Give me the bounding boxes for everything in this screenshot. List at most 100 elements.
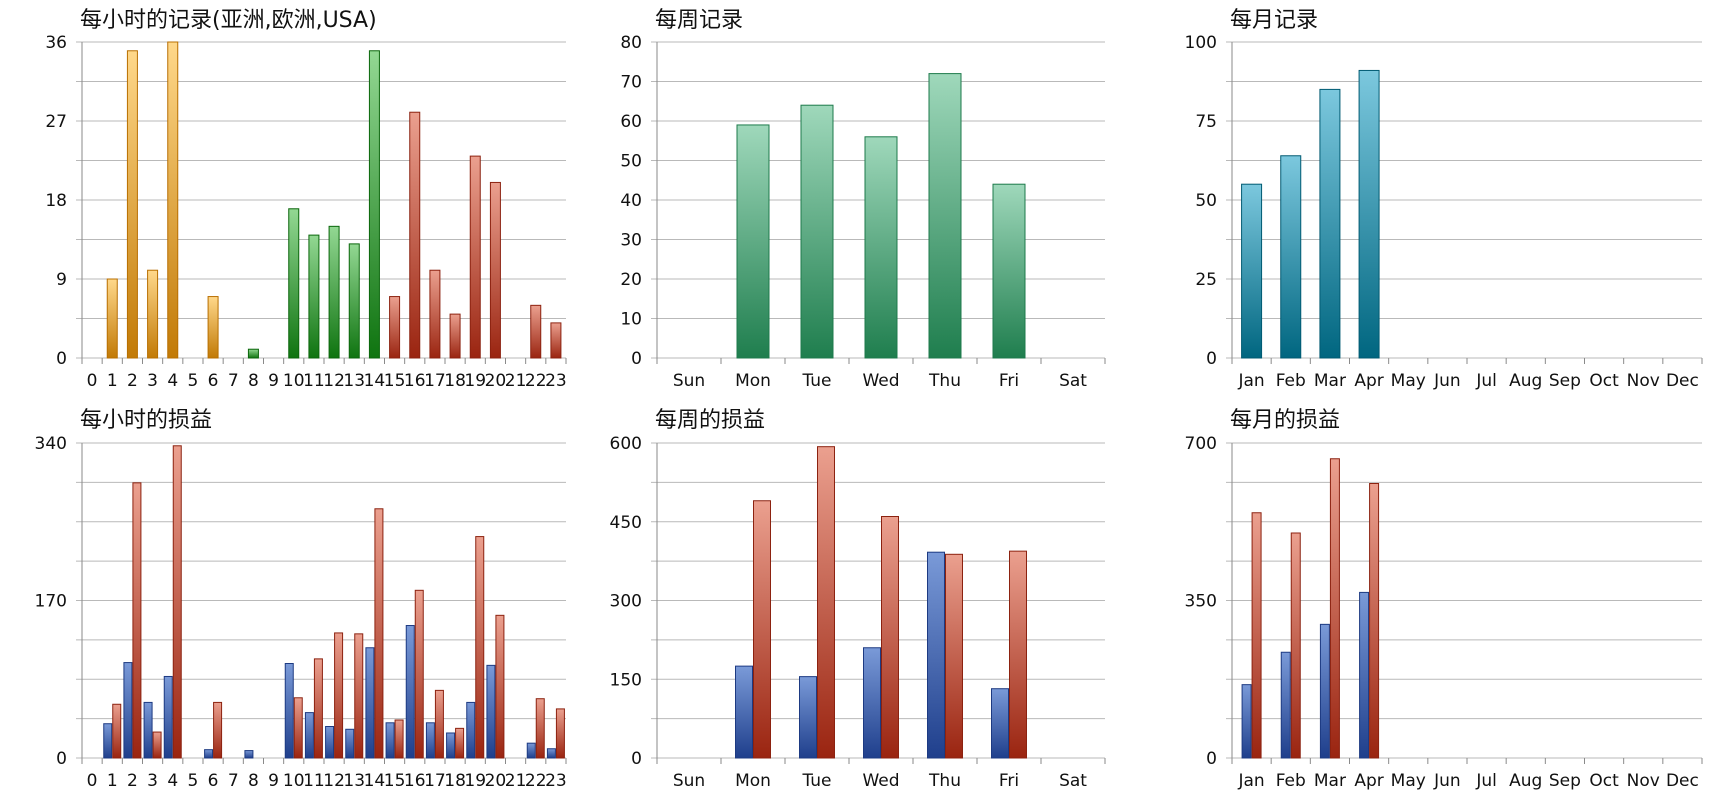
y-tick-label: 0 [1206,749,1217,769]
x-tick-label: 2 [127,771,138,791]
y-tick-label: 36 [45,33,67,53]
blue-bar [204,749,214,759]
y-tick-label: 25 [1195,270,1217,290]
x-tick-label: 21 [505,371,527,391]
blue-bar [927,551,945,759]
blue-bar [405,625,415,759]
chart-title: 每月的损益 [1230,408,1340,433]
bar [308,234,320,359]
y-tick-label: 9 [56,270,67,290]
chart-title: 每周记录 [655,8,743,33]
chart-title: 每月记录 [1230,8,1318,33]
x-tick-label: Nov [1627,371,1660,391]
x-tick-label: 13 [343,371,365,391]
x-tick-label: 15 [384,371,406,391]
x-tick-label: Wed [862,371,899,391]
bar [864,136,898,359]
x-tick-label: May [1391,371,1426,391]
blue-bar [466,701,476,759]
x-tick-label: 7 [228,771,239,791]
x-tick-label: Apr [1354,771,1383,791]
x-tick-label: Feb [1276,371,1306,391]
chart-title: 每周的损益 [655,408,765,433]
y-tick-label: 0 [631,349,642,369]
x-tick-label: 23 [545,771,567,791]
blue-bar [991,688,1009,759]
blue-bar [325,726,335,759]
bar [1358,69,1380,359]
monthly-records-chart: 每月记录 0 25 50 75 100 Jan Feb Mar Apr May Jun Jul Aug S… [1185,8,1703,391]
x-tick-label: 8 [248,371,259,391]
x-tick-label: 4 [167,371,178,391]
bar [530,304,542,359]
bar [147,269,159,359]
x-tick-label: 4 [167,771,178,791]
bar [489,181,501,359]
red-bar [374,508,384,759]
y-tick-label: 450 [610,513,642,533]
bar [389,296,401,359]
red-bar [434,689,444,759]
blue-bar [1280,651,1291,759]
x-tick-label: 14 [364,371,386,391]
x-tick-label: 19 [464,771,486,791]
red-bar [1290,532,1301,759]
blue-bar [799,676,817,759]
bar [368,50,380,359]
blue-bar [446,732,456,759]
x-tick-label: 5 [188,771,199,791]
x-tick-label: Jun [1433,771,1461,791]
red-bar [535,698,545,759]
x-tick-label: 11 [303,371,325,391]
x-tick-label: 12 [323,771,345,791]
red-bar [1369,483,1380,759]
bar [992,183,1026,359]
red-bar [1009,550,1027,759]
x-tick-label: 19 [464,371,486,391]
x-tick-label: 12 [323,371,345,391]
chart-title: 每小时的记录(亚洲,欧洲,USA) [80,8,377,33]
x-tick-label: 0 [87,771,98,791]
x-tick-label: Tue [801,371,831,391]
x-tick-label: 16 [404,771,426,791]
x-tick-label: 17 [424,371,446,391]
x-tick-label: 6 [208,771,219,791]
y-tick-label: 60 [620,112,642,132]
bar [409,111,421,359]
blue-bar [546,748,556,759]
blue-bar [735,665,753,759]
x-tick-label: 22 [525,771,547,791]
blue-bar [244,750,254,759]
bar [348,243,360,359]
x-tick-label: 18 [444,371,466,391]
x-tick-label: Aug [1509,371,1542,391]
x-tick-label: Wed [862,771,899,791]
bar [167,41,179,359]
blue-bar [385,722,395,759]
y-tick-label: 10 [620,310,642,330]
y-tick-label: 50 [1195,191,1217,211]
bar [449,313,461,359]
y-tick-label: 150 [610,670,642,690]
bar [469,155,481,359]
weekly-profit-loss-chart: 每周的损益 0 150 300 450 600 Sun Mon Tue Wed Thu Fri Sat [610,408,1106,791]
x-tick-label: 3 [147,771,158,791]
y-tick-label: 20 [620,270,642,290]
x-tick-label: 15 [384,771,406,791]
blue-bar [486,664,496,759]
blue-bar [143,701,153,759]
x-tick-label: May [1391,771,1426,791]
x-tick-label: Sun [673,371,705,391]
red-bar [213,701,223,759]
x-tick-label: Jun [1433,371,1461,391]
blue-bar [123,662,133,759]
bar [429,269,441,359]
red-bar [495,614,505,759]
x-tick-label: Jan [1237,371,1264,391]
x-tick-label: 16 [404,371,426,391]
x-tick-label: 20 [485,771,507,791]
blue-bar [526,742,536,759]
weekly-records-chart: 每周记录 0 10 20 30 40 50 60 70 80 Sun Mon Tue Wed Thu Fri… [620,8,1106,391]
